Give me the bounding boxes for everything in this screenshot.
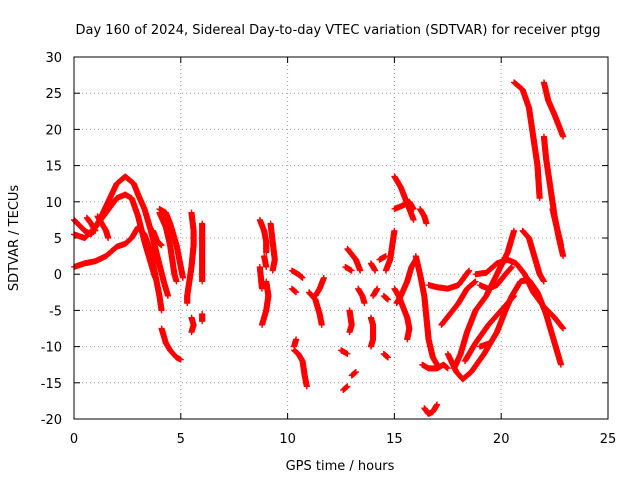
y-tick-label: -20 [41, 413, 62, 428]
data-point [184, 300, 191, 307]
y-tick-label: 25 [45, 87, 62, 102]
series-arc-22 [291, 336, 300, 350]
series-arc-27 [348, 368, 359, 379]
series-arc-13 [199, 311, 206, 325]
data-point [158, 307, 165, 314]
series-arc-11 [188, 314, 197, 336]
data-point [105, 235, 112, 241]
series-arc-21 [291, 347, 310, 390]
series-arc-25 [338, 347, 351, 357]
x-tick-label: 25 [600, 432, 617, 447]
series-arc-08 [158, 325, 184, 363]
series-arc-29 [346, 307, 355, 336]
data-point [179, 274, 186, 281]
x-tick-label: 0 [70, 432, 78, 447]
series-arc-09 [150, 227, 165, 249]
series-arc-38 [382, 227, 398, 274]
series-arc-06 [156, 206, 186, 281]
series-arc-04 [83, 214, 99, 234]
series-arc-05 [94, 213, 112, 241]
y-tick-label: 30 [45, 51, 62, 66]
axis-ticks: 0 5 10 15 20 25 -20 -15 -10 -5 0 5 10 15 20 25 30 [41, 51, 617, 447]
series-arc-26 [340, 383, 351, 394]
series-arc-14 [256, 216, 270, 256]
data-point [92, 227, 99, 234]
series-arc-20 [288, 285, 300, 296]
series-arc-43 [417, 206, 430, 227]
data-point [173, 278, 180, 285]
series-arc-56 [511, 79, 543, 202]
data-point [158, 242, 165, 249]
series-arc-36 [380, 292, 391, 303]
x-tick-label: 5 [177, 432, 185, 447]
data-point [188, 329, 195, 336]
series-arc-37 [380, 350, 391, 361]
data-point [164, 292, 171, 299]
series-arc-30 [342, 263, 355, 274]
data-point [152, 274, 159, 281]
series-arc-07 [156, 209, 180, 285]
x-tick-label: 20 [493, 432, 510, 447]
data-point [177, 356, 184, 363]
series-arc-44 [412, 253, 441, 368]
series-arc-31 [355, 285, 368, 307]
y-tick-label: -15 [41, 377, 62, 392]
y-tick-label: 5 [54, 232, 62, 247]
series-arc-46 [421, 401, 441, 417]
y-tick-label: 0 [54, 268, 62, 283]
series-arc-10 [184, 209, 197, 307]
series-arc-19 [288, 267, 306, 281]
y-tick-label: 20 [45, 123, 62, 138]
y-tick-label: -10 [41, 341, 62, 356]
y-tick-label: 10 [45, 196, 62, 211]
x-tick-label: 10 [279, 432, 296, 447]
y-tick-label: 15 [45, 160, 62, 175]
y-tick-label: -5 [49, 304, 62, 319]
series-arc-57 [540, 79, 567, 140]
series-arc-18 [256, 263, 265, 292]
series-arc-32 [367, 260, 379, 274]
chart-title: Day 160 of 2024, Sidereal Day-to-day VTE… [76, 23, 601, 38]
series-arc-34 [370, 285, 381, 299]
series-arc-39 [391, 173, 417, 223]
series-arc-24 [312, 274, 327, 299]
x-tick-label: 15 [386, 432, 403, 447]
series-arc-33 [367, 314, 377, 350]
series-arc-12 [199, 220, 206, 285]
data-marks [71, 79, 567, 417]
